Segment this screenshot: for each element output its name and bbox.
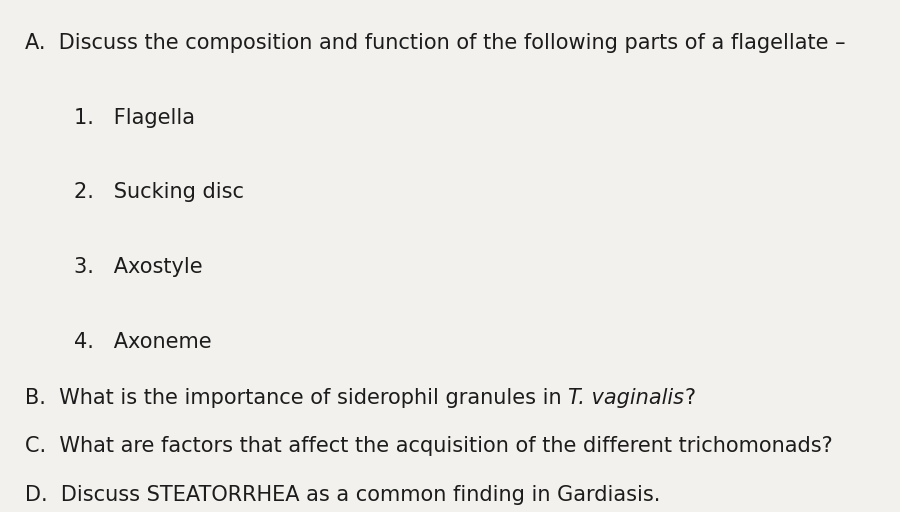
Text: 4.   Axoneme: 4. Axoneme <box>74 332 211 352</box>
Text: ?: ? <box>684 388 696 408</box>
Text: C.  What are factors that affect the acquisition of the different trichomonads?: C. What are factors that affect the acqu… <box>25 436 833 456</box>
Text: B.  What is the importance of siderophil granules in: B. What is the importance of siderophil … <box>25 388 569 408</box>
Text: 2.   Sucking disc: 2. Sucking disc <box>74 182 244 202</box>
Text: 3.   Axostyle: 3. Axostyle <box>74 257 202 277</box>
Text: A.  Discuss the composition and function of the following parts of a flagellate : A. Discuss the composition and function … <box>25 33 846 53</box>
Text: D.  Discuss STEATORRHEA as a common finding in Gardiasis.: D. Discuss STEATORRHEA as a common findi… <box>25 485 661 505</box>
Text: T. vaginalis: T. vaginalis <box>569 388 685 408</box>
Text: 1.   Flagella: 1. Flagella <box>74 108 194 127</box>
